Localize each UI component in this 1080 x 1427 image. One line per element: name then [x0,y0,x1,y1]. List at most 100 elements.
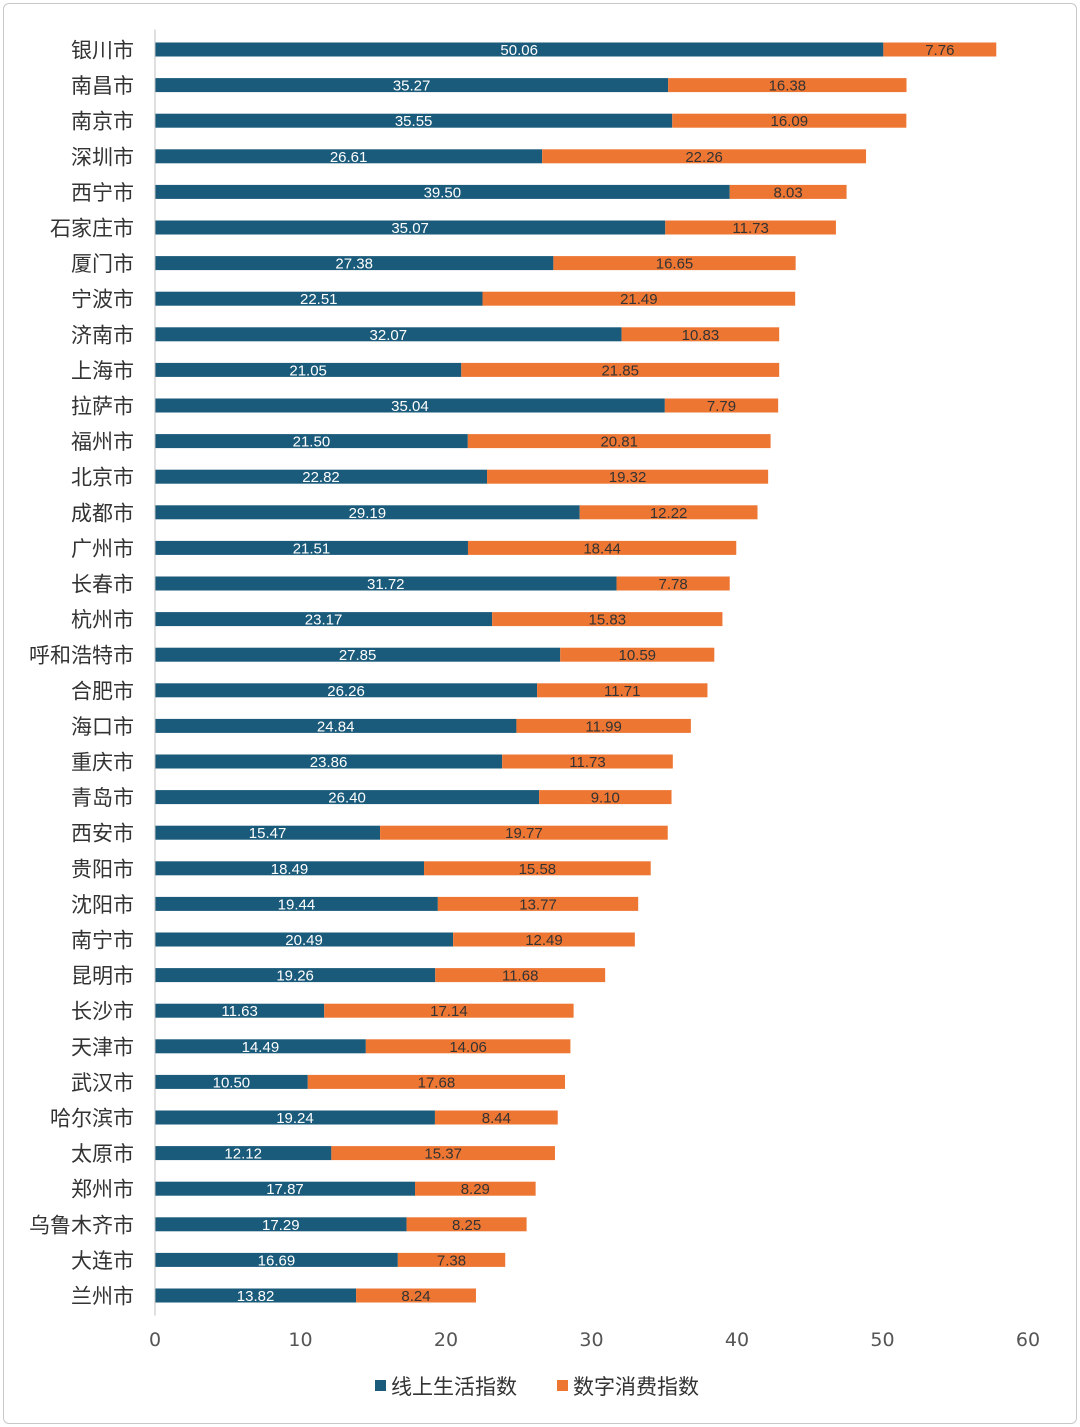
data-label-digital-consumption: 10.83 [682,327,720,344]
data-label-digital-consumption: 11.71 [604,683,640,700]
bar-digital-consumption [331,1146,555,1161]
data-label-digital-consumption: 9.10 [591,790,620,807]
bar-digital-consumption [380,825,668,840]
category-label: 青岛市 [71,786,134,810]
bar-online-life [155,469,488,484]
bar-digital-consumption [324,1003,574,1018]
category-label: 长沙市 [71,1000,134,1024]
data-label-online-life: 19.26 [276,968,314,985]
data-label-digital-consumption: 8.29 [461,1181,490,1198]
bar-online-life [155,1039,366,1054]
data-label-online-life: 35.04 [391,398,429,415]
bar-online-life [155,327,622,342]
data-label-online-life: 14.49 [242,1039,280,1056]
category-label: 拉萨市 [71,395,134,419]
data-label-digital-consumption: 8.44 [482,1110,511,1127]
data-label-digital-consumption: 7.76 [925,42,954,59]
data-label-online-life: 32.07 [370,327,408,344]
data-label-online-life: 13.82 [237,1288,275,1305]
bar-digital-consumption [539,790,672,805]
data-label-online-life: 21.50 [293,434,331,451]
data-label-digital-consumption: 17.14 [430,1003,468,1020]
data-label-digital-consumption: 18.44 [583,540,621,557]
data-label-digital-consumption: 15.37 [424,1146,462,1163]
data-label-online-life: 24.84 [317,718,355,735]
data-label-digital-consumption: 19.32 [609,469,647,486]
bar-digital-consumption [397,1252,506,1267]
bar-online-life [155,576,617,591]
category-label: 长春市 [71,573,134,597]
category-label: 宁波市 [71,288,134,312]
data-label-online-life: 23.17 [305,612,343,629]
bar-digital-consumption [883,42,997,57]
bar-online-life [155,1181,416,1196]
bar-online-life [155,398,665,413]
data-label-digital-consumption: 7.79 [707,398,736,415]
data-label-online-life: 10.50 [213,1074,251,1091]
x-tick-label: 30 [579,1329,603,1351]
bar-online-life [155,683,538,698]
bar-online-life [155,647,561,662]
bar-online-life [155,896,438,911]
data-label-digital-consumption: 16.38 [769,78,807,95]
category-label: 武汉市 [71,1071,134,1095]
legend-swatch-online-life [375,1380,386,1391]
bar-online-life [155,505,580,520]
bar-online-life [155,184,730,199]
category-label: 海口市 [71,715,134,739]
bar-digital-consumption [365,1039,571,1054]
x-tick-label: 60 [1016,1329,1040,1351]
bar-digital-consumption [406,1217,527,1232]
bar-digital-consumption [356,1288,476,1303]
category-label: 兰州市 [71,1285,134,1309]
bar-online-life [155,1288,357,1303]
bar-online-life [155,362,462,377]
data-label-online-life: 18.49 [271,861,309,878]
data-label-digital-consumption: 15.83 [589,612,627,629]
data-label-online-life: 19.24 [276,1110,314,1127]
category-labels: 银川市南昌市南京市深圳市西宁市石家庄市厦门市宁波市济南市上海市拉萨市福州市北京市… [29,39,134,1309]
bar-digital-consumption [453,932,635,947]
bar-digital-consumption [424,861,651,876]
category-label: 乌鲁木齐市 [29,1213,134,1237]
data-label-digital-consumption: 22.26 [685,149,723,166]
data-label-digital-consumption: 8.03 [774,184,803,201]
data-label-digital-consumption: 16.09 [771,113,809,130]
data-label-digital-consumption: 8.24 [401,1288,430,1305]
category-label: 贵阳市 [71,857,134,881]
data-label-online-life: 29.19 [349,505,387,522]
bar-digital-consumption [482,291,796,306]
data-label-digital-consumption: 11.68 [502,968,538,985]
category-label: 大连市 [71,1249,134,1273]
data-label-online-life: 35.55 [395,113,433,130]
bar-digital-consumption [467,434,771,449]
bar-series [155,42,997,1303]
data-label-digital-consumption: 12.49 [525,932,563,949]
data-labels: 50.06 7.76 35.27 16.38 35.55 16.09 26.61 22.26 3… [213,42,955,1305]
data-label-online-life: 11.63 [221,1003,257,1020]
data-label-digital-consumption: 7.78 [659,576,688,593]
data-label-digital-consumption: 10.59 [618,647,656,664]
data-label-digital-consumption: 21.49 [620,291,658,308]
data-label-online-life: 12.12 [224,1146,262,1163]
data-label-online-life: 16.69 [258,1252,296,1269]
bar-digital-consumption [579,505,758,520]
bar-digital-consumption [664,398,779,413]
x-tick-label: 50 [870,1329,894,1351]
category-label: 西安市 [71,822,134,846]
bar-digital-consumption [437,896,639,911]
category-label: 太原市 [71,1142,134,1166]
bar-digital-consumption [560,647,715,662]
data-label-online-life: 19.44 [278,896,316,913]
bar-digital-consumption [665,220,836,235]
bar-digital-consumption [516,718,691,733]
bar-online-life [155,1003,325,1018]
bar-online-life [155,754,503,769]
data-label-digital-consumption: 11.73 [732,220,768,237]
category-label: 重庆市 [71,751,134,775]
data-label-online-life: 22.82 [302,469,340,486]
bar-online-life [155,1146,332,1161]
data-label-digital-consumption: 14.06 [449,1039,487,1056]
data-label-online-life: 17.29 [262,1217,300,1234]
